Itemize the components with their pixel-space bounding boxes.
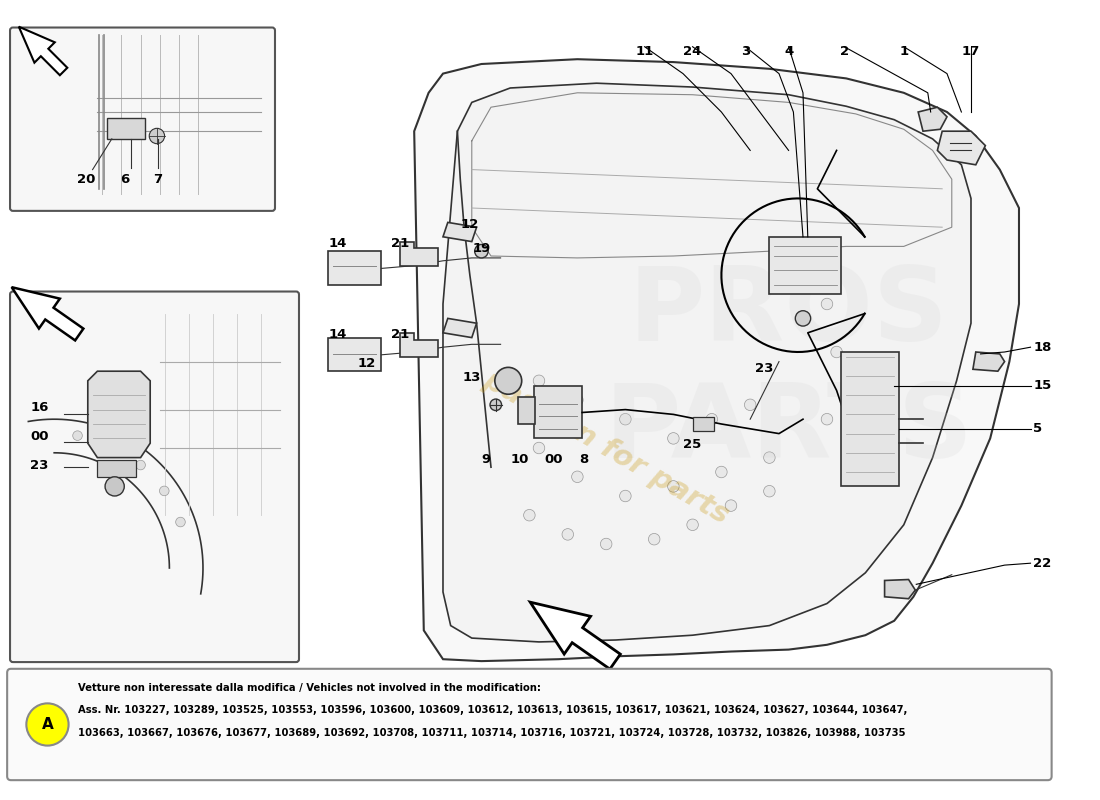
Circle shape: [107, 442, 116, 451]
FancyBboxPatch shape: [10, 27, 275, 211]
Polygon shape: [399, 242, 438, 266]
Circle shape: [524, 510, 535, 521]
Polygon shape: [443, 222, 476, 242]
Text: 7: 7: [153, 174, 163, 186]
Text: 17: 17: [961, 45, 980, 58]
Bar: [518, 397, 535, 424]
Text: 12: 12: [461, 218, 478, 230]
Text: 15: 15: [1033, 379, 1052, 392]
Bar: [328, 338, 381, 371]
Text: 2: 2: [839, 45, 849, 58]
Polygon shape: [415, 59, 1019, 661]
Text: Vetture non interessate dalla modifica / Vehicles not involved in the modificati: Vetture non interessate dalla modifica /…: [78, 683, 541, 693]
Text: 21: 21: [390, 237, 409, 250]
Circle shape: [176, 518, 185, 527]
Circle shape: [822, 298, 833, 310]
Text: 21: 21: [390, 328, 409, 341]
Text: 13: 13: [463, 371, 481, 384]
Text: 14: 14: [328, 328, 346, 341]
Text: 12: 12: [358, 357, 375, 370]
Circle shape: [619, 414, 631, 425]
Circle shape: [619, 490, 631, 502]
Text: 5: 5: [1033, 422, 1043, 435]
Circle shape: [490, 399, 502, 410]
Text: 6: 6: [120, 174, 129, 186]
Text: Ass. Nr. 103227, 103289, 103525, 103553, 103596, 103600, 103609, 103612, 103613,: Ass. Nr. 103227, 103289, 103525, 103553,…: [78, 706, 908, 715]
Text: PROS
PARTS: PROS PARTS: [604, 262, 974, 480]
FancyBboxPatch shape: [10, 291, 299, 662]
Polygon shape: [19, 26, 67, 75]
Bar: [769, 237, 842, 294]
Circle shape: [706, 414, 717, 425]
Circle shape: [562, 529, 573, 540]
Circle shape: [822, 414, 833, 425]
Circle shape: [135, 460, 145, 470]
Circle shape: [850, 394, 861, 406]
Text: 19: 19: [472, 242, 491, 254]
Circle shape: [601, 538, 612, 550]
Polygon shape: [918, 107, 947, 131]
Text: 23: 23: [756, 362, 773, 374]
Circle shape: [160, 486, 169, 496]
Text: 3: 3: [740, 45, 750, 58]
Text: 14: 14: [328, 237, 346, 250]
Text: 20: 20: [77, 174, 95, 186]
Text: 1: 1: [899, 45, 909, 58]
Text: 25: 25: [683, 438, 702, 451]
Polygon shape: [88, 371, 151, 458]
Bar: [98, 459, 135, 477]
Circle shape: [106, 477, 124, 496]
Circle shape: [725, 500, 737, 511]
Text: 24: 24: [683, 45, 702, 58]
Text: 9: 9: [482, 453, 491, 466]
Text: 18: 18: [1033, 341, 1052, 354]
Text: 00: 00: [544, 453, 562, 466]
Text: 8: 8: [580, 453, 588, 466]
Circle shape: [534, 375, 544, 386]
Circle shape: [73, 431, 82, 441]
Circle shape: [668, 481, 679, 492]
Circle shape: [572, 394, 583, 406]
Text: 23: 23: [30, 458, 48, 472]
Polygon shape: [530, 602, 620, 669]
Bar: [107, 118, 145, 139]
Circle shape: [795, 310, 811, 326]
Text: 103663, 103667, 103676, 103677, 103689, 103692, 103708, 103711, 103714, 103716, : 103663, 103667, 103676, 103677, 103689, …: [78, 728, 905, 738]
Polygon shape: [443, 83, 971, 642]
Circle shape: [475, 245, 488, 258]
Circle shape: [763, 486, 776, 497]
Polygon shape: [443, 318, 476, 338]
Bar: [328, 251, 381, 285]
Text: 22: 22: [1033, 557, 1052, 570]
Text: 11: 11: [636, 45, 653, 58]
Polygon shape: [12, 287, 84, 341]
Polygon shape: [399, 333, 438, 357]
Circle shape: [534, 442, 544, 454]
Polygon shape: [937, 131, 986, 165]
Circle shape: [716, 466, 727, 478]
Bar: [693, 418, 714, 430]
Circle shape: [150, 128, 165, 144]
Text: 10: 10: [510, 453, 529, 466]
Text: 4: 4: [784, 45, 793, 58]
Bar: [535, 386, 582, 438]
Bar: [842, 352, 899, 486]
Text: 00: 00: [30, 430, 48, 443]
Circle shape: [668, 433, 679, 444]
FancyBboxPatch shape: [7, 669, 1052, 780]
Circle shape: [830, 346, 843, 358]
Circle shape: [572, 471, 583, 482]
Polygon shape: [972, 352, 1004, 371]
Circle shape: [745, 399, 756, 410]
Circle shape: [686, 519, 698, 530]
Circle shape: [763, 452, 776, 463]
Circle shape: [648, 534, 660, 545]
Text: 16: 16: [30, 401, 48, 414]
Polygon shape: [884, 579, 915, 598]
Text: A: A: [42, 717, 53, 732]
Text: passion for parts: passion for parts: [478, 366, 734, 530]
Circle shape: [26, 703, 68, 746]
Circle shape: [495, 367, 521, 394]
